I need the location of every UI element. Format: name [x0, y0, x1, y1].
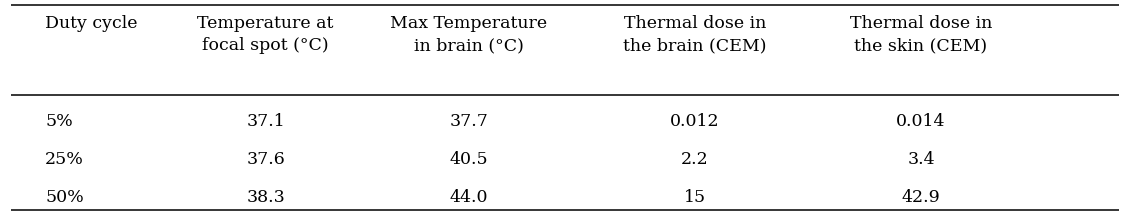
- Text: 50%: 50%: [45, 189, 84, 207]
- Text: 3.4: 3.4: [907, 151, 935, 168]
- Text: 0.014: 0.014: [896, 113, 946, 131]
- Text: Max Temperature
in brain (°C): Max Temperature in brain (°C): [390, 15, 548, 54]
- Text: 42.9: 42.9: [902, 189, 940, 207]
- Text: 44.0: 44.0: [450, 189, 488, 207]
- Text: Duty cycle: Duty cycle: [45, 15, 138, 32]
- Text: 5%: 5%: [45, 113, 73, 131]
- Text: 38.3: 38.3: [246, 189, 285, 207]
- Text: Thermal dose in
the brain (CEM): Thermal dose in the brain (CEM): [624, 15, 766, 54]
- Text: 37.6: 37.6: [246, 151, 285, 168]
- Text: Thermal dose in
the skin (CEM): Thermal dose in the skin (CEM): [850, 15, 992, 54]
- Text: 0.012: 0.012: [670, 113, 720, 131]
- Text: Temperature at
focal spot (°C): Temperature at focal spot (°C): [198, 15, 333, 54]
- Text: 37.1: 37.1: [246, 113, 285, 131]
- Text: 25%: 25%: [45, 151, 84, 168]
- Text: 2.2: 2.2: [681, 151, 709, 168]
- Text: 40.5: 40.5: [450, 151, 488, 168]
- Text: 15: 15: [684, 189, 706, 207]
- Text: 37.7: 37.7: [450, 113, 488, 131]
